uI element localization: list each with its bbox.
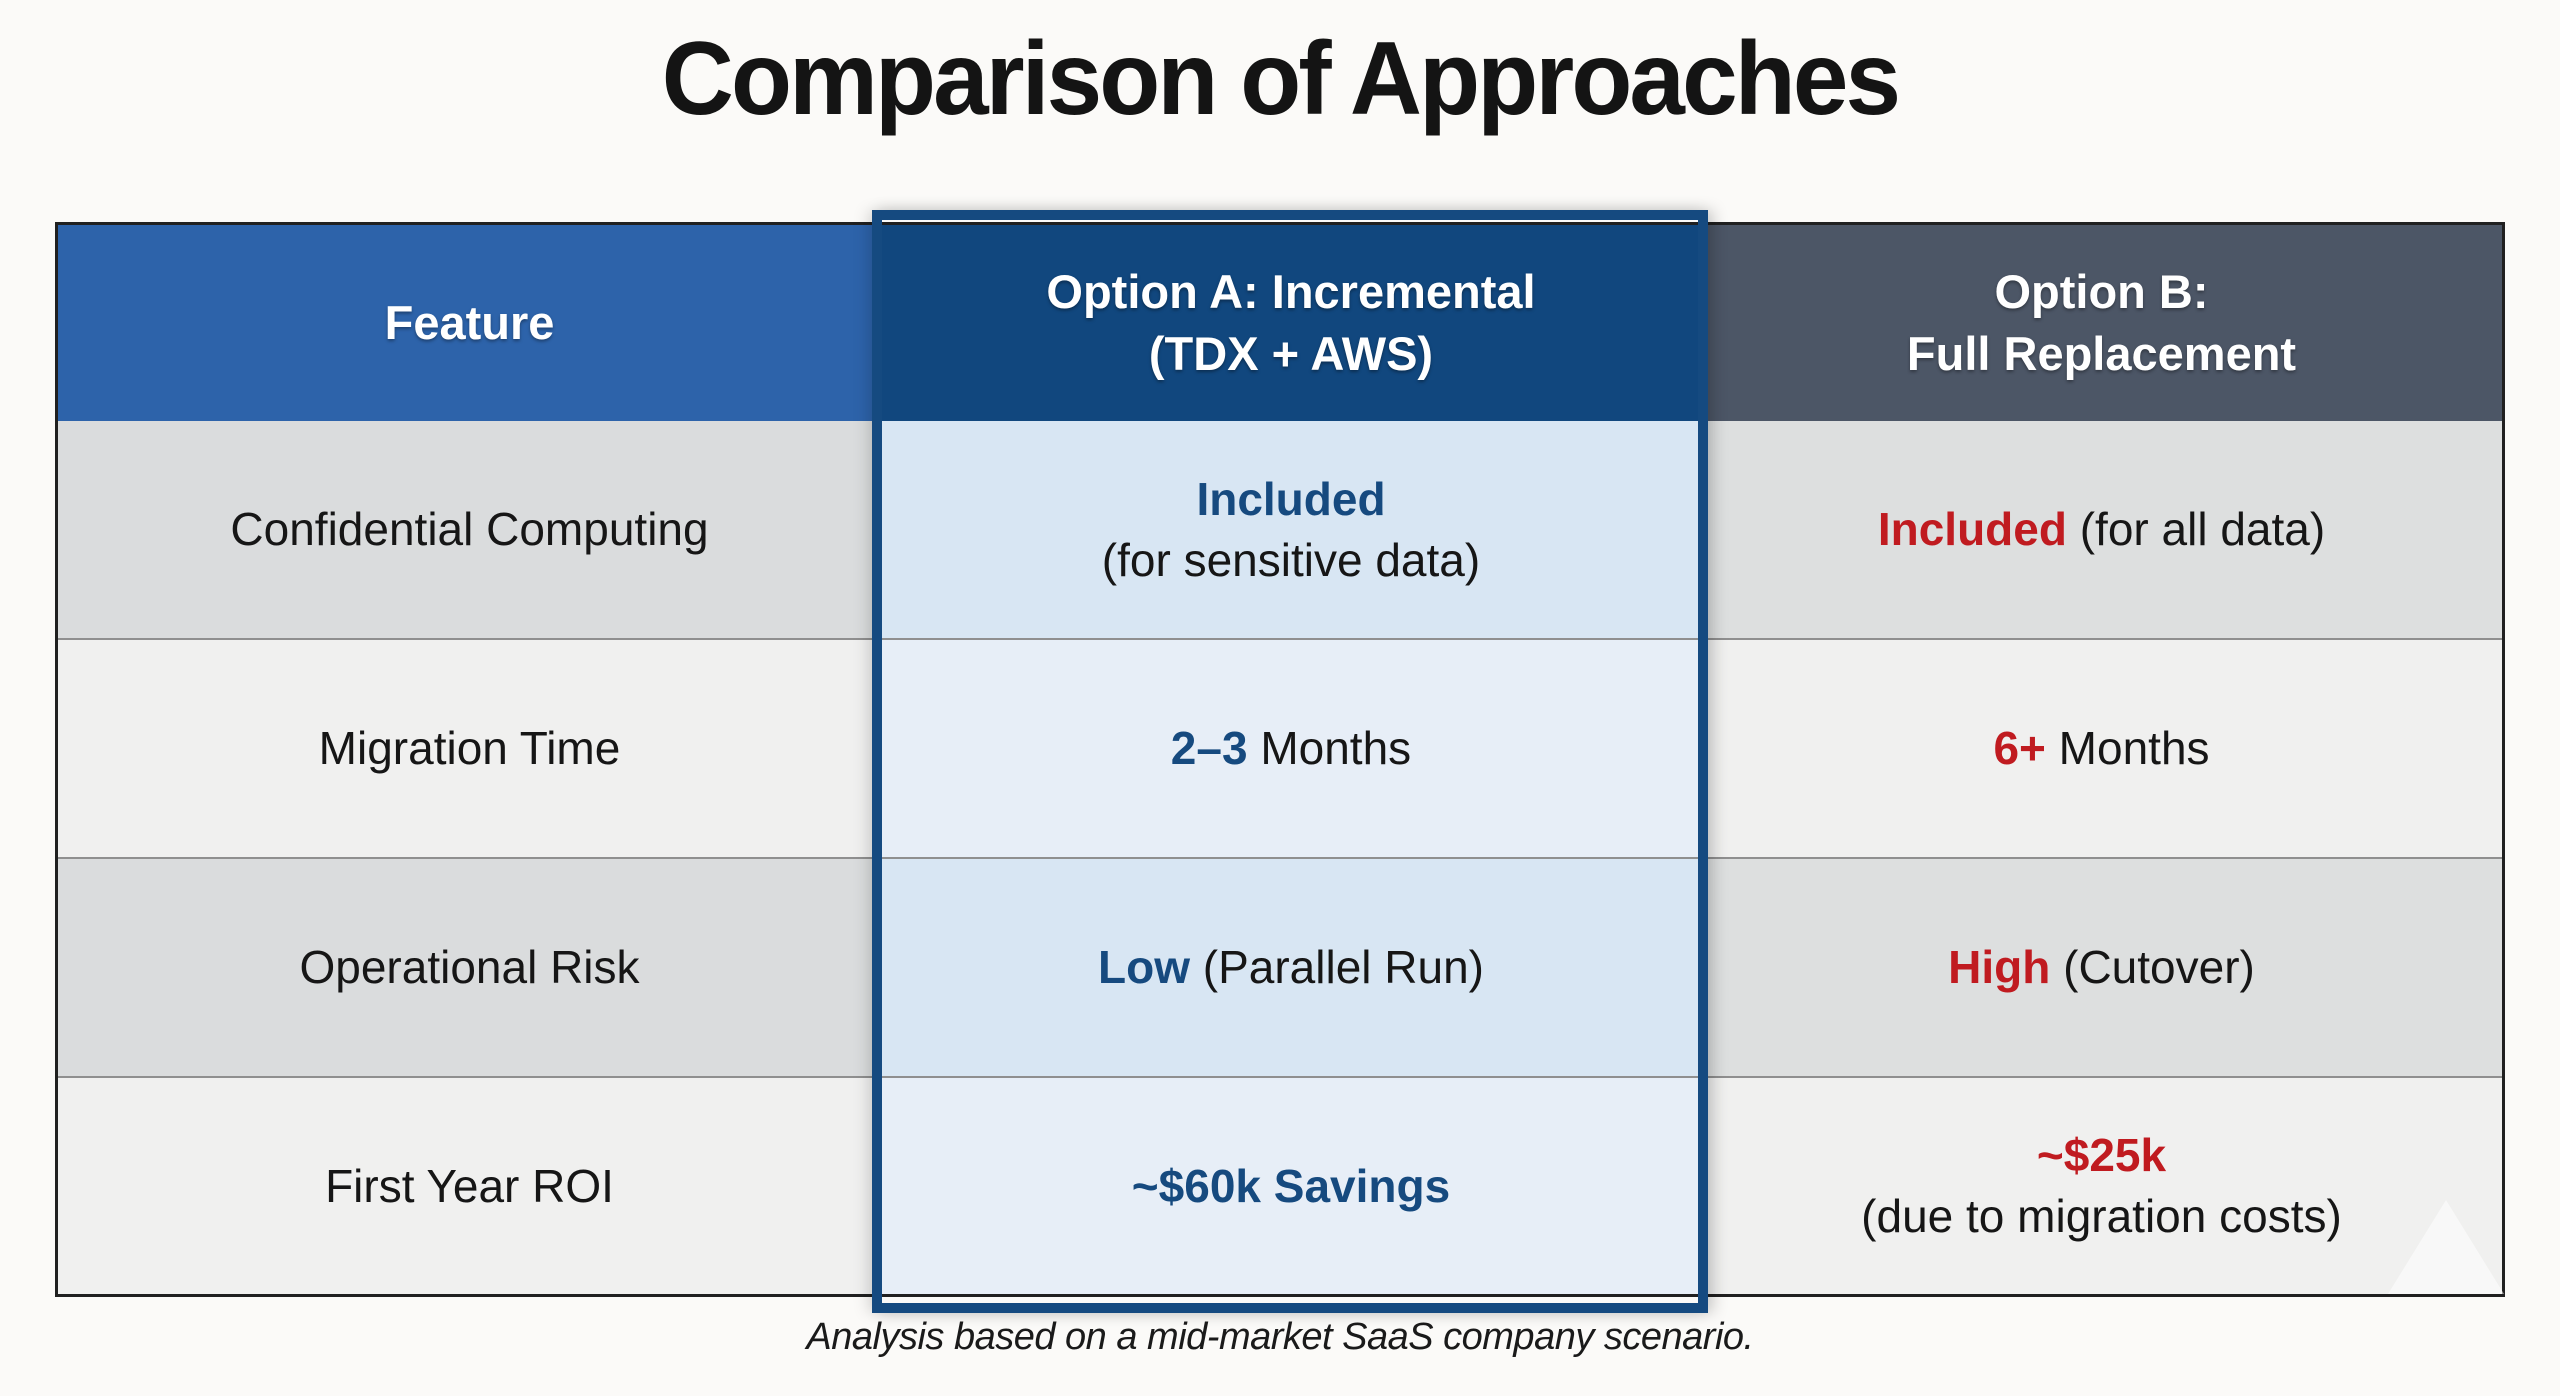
option-a-operational-risk: Low (Parallel Run) [881, 859, 1701, 1078]
feature-confidential-computing: Confidential Computing [58, 421, 881, 640]
option-b-migration-time: 6+ Months [1701, 640, 2502, 859]
feature-operational-risk: Operational Risk [58, 859, 881, 1078]
accent-text: ~$25k [2036, 1129, 2167, 1182]
rest-text: (Cutover) [2050, 941, 2255, 994]
accent-text: 2–3 [1170, 722, 1248, 775]
rest-text: (Parallel Run) [1189, 941, 1484, 994]
option-a-confidential-computing: Included (for sensitive data) [881, 421, 1701, 640]
rest-text: Months [2045, 722, 2210, 775]
header-option-b-line2: Full Replacement [1906, 327, 2297, 380]
accent-text: ~$60k Savings [1131, 1159, 1451, 1212]
option-a-first-year-roi: ~$60k Savings [881, 1078, 1701, 1294]
header-option-b: Option B: Full Replacement [1701, 225, 2502, 421]
page-title: Comparison of Approaches [0, 20, 2560, 139]
cell-line: High (Cutover) [1948, 937, 2255, 998]
option-b-first-year-roi: ~$25k (due to migration costs) [1701, 1078, 2502, 1294]
accent-text: 6+ [1993, 722, 2046, 775]
page-title-text: Comparison of Approaches [661, 21, 1901, 137]
comparison-table: Feature Option A: Incremental (TDX + AWS… [55, 222, 2505, 1297]
cell-line: 2–3 Months [1171, 718, 1411, 779]
secondary-text: (due to migration costs) [1861, 1190, 2342, 1242]
rest-text: (for all data) [2066, 503, 2326, 556]
header-option-a: Option A: Incremental (TDX + AWS) [881, 225, 1701, 421]
feature-first-year-roi: First Year ROI [58, 1078, 881, 1294]
option-a-migration-time: 2–3 Months [881, 640, 1701, 859]
cell-line: (for sensitive data) [1102, 530, 1480, 591]
cell-line: Included (for all data) [1878, 499, 2325, 560]
feature-migration-time: Migration Time [58, 640, 881, 859]
accent-text: Included [1196, 472, 1386, 525]
accent-text: High [1948, 941, 2051, 994]
comparison-table-wrap: Feature Option A: Incremental (TDX + AWS… [55, 210, 2505, 1313]
header-feature: Feature [58, 225, 881, 421]
cell-line: ~$60k Savings [1132, 1156, 1450, 1217]
feature-label: First Year ROI [325, 1159, 614, 1212]
feature-label: Migration Time [318, 722, 621, 775]
feature-label: Operational Risk [299, 941, 640, 994]
cell-line: Low (Parallel Run) [1098, 937, 1484, 998]
cell-line: (due to migration costs) [1861, 1186, 2342, 1247]
header-option-b-line1: Option B: [1994, 264, 2209, 318]
header-option-a-line1: Option A: Incremental [1046, 264, 1536, 318]
cell-line: Included [1196, 469, 1385, 530]
secondary-text: (for sensitive data) [1101, 533, 1481, 586]
header-option-a-line2: (TDX + AWS) [1148, 327, 1434, 380]
feature-label: Confidential Computing [230, 503, 709, 556]
watermark-triangle [2388, 1200, 2504, 1294]
cell-line: 6+ Months [1993, 718, 2209, 779]
option-b-operational-risk: High (Cutover) [1701, 859, 2502, 1078]
rest-text: Months [1247, 722, 1412, 775]
option-b-confidential-computing: Included (for all data) [1701, 421, 2502, 640]
accent-text: Included [1877, 503, 2067, 556]
footnote: Analysis based on a mid-market SaaS comp… [806, 1316, 1754, 1358]
cell-line: ~$25k [2037, 1125, 2166, 1186]
header-feature-label: Feature [384, 295, 555, 349]
accent-text: Low [1098, 941, 1190, 994]
